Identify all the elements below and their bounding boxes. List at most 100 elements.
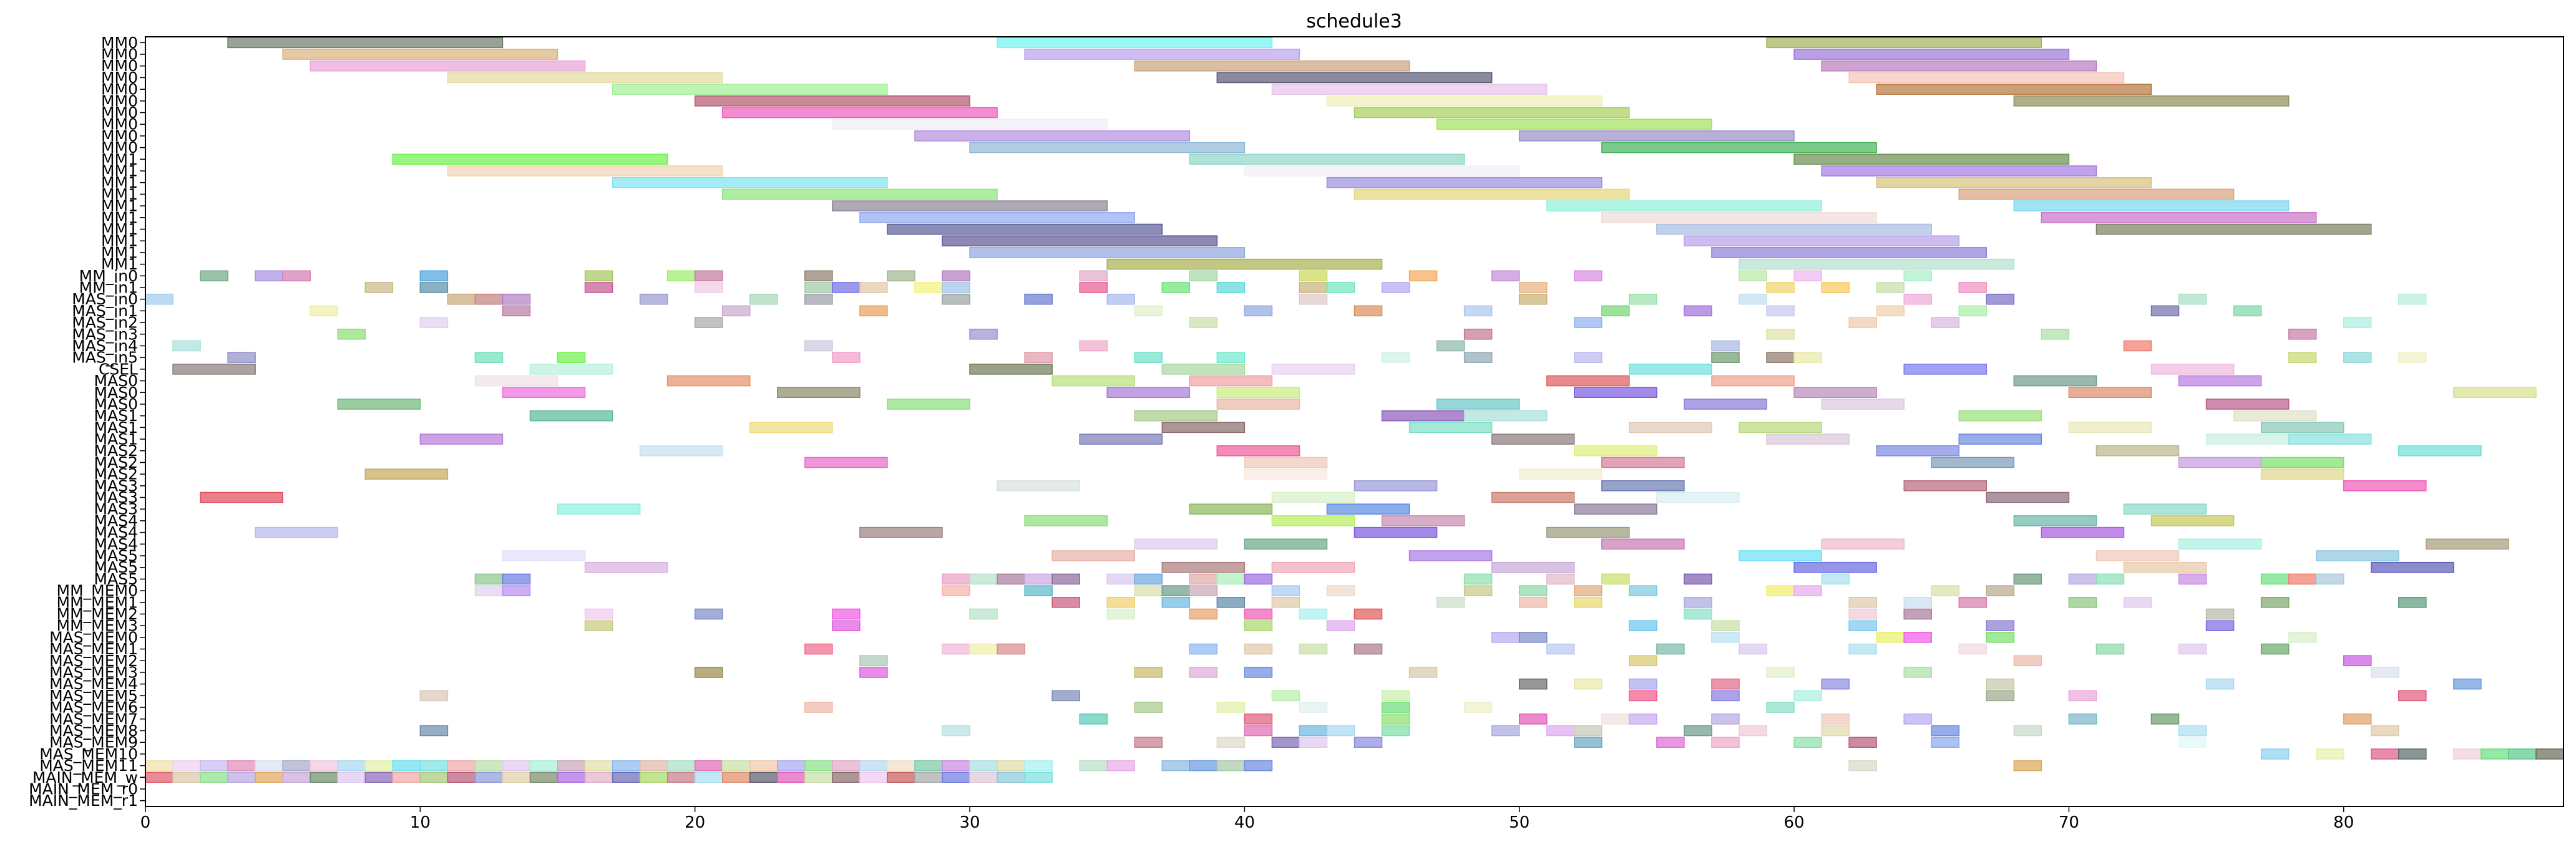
task-bar xyxy=(1381,690,1410,702)
task-bar xyxy=(584,760,613,772)
y-tick-label: MAS_MEM6 xyxy=(49,699,138,717)
y-tick-label: MAIN_MEM_r0 xyxy=(29,780,138,798)
task-bar xyxy=(804,760,833,772)
task-bar xyxy=(1161,597,1191,608)
task-bar xyxy=(1491,491,1575,503)
task-bar xyxy=(1326,282,1355,293)
y-tick-label: MAS2 xyxy=(94,453,138,472)
y-tick-label: MAS_MEM1 xyxy=(49,640,138,658)
task-bar xyxy=(1518,678,1548,690)
task-bar xyxy=(1271,597,1300,608)
task-bar xyxy=(145,760,173,772)
task-bar xyxy=(1079,340,1108,352)
task-bar xyxy=(502,293,531,305)
task-bar xyxy=(997,643,1025,655)
y-tick-label: MM1 xyxy=(101,220,138,238)
task-bar xyxy=(502,387,586,399)
task-bar xyxy=(1024,772,1053,783)
task-bar xyxy=(694,772,723,783)
task-bar xyxy=(694,270,723,282)
task-bar xyxy=(1354,643,1383,655)
y-tick-label: MM0 xyxy=(101,127,138,145)
task-bar xyxy=(1326,620,1355,631)
task-bar xyxy=(1134,585,1163,596)
task-bar xyxy=(1903,713,1932,725)
task-bar xyxy=(1711,690,1740,702)
task-bar xyxy=(1629,713,1657,725)
y-tick-label: MM_MEM3 xyxy=(57,617,138,635)
task-bar xyxy=(969,364,1053,375)
y-tick-label: MM1 xyxy=(101,150,138,168)
task-bar xyxy=(1463,585,1493,596)
task-bar xyxy=(529,772,559,783)
task-bar xyxy=(969,142,1246,153)
task-bar xyxy=(2205,399,2290,410)
task-bar xyxy=(887,772,915,783)
y-tick-label: MAS2 xyxy=(94,442,138,460)
task-bar xyxy=(1189,667,1218,678)
task-bar xyxy=(997,573,1025,585)
task-bar xyxy=(2233,410,2317,422)
task-bar xyxy=(447,165,723,177)
task-bar xyxy=(474,573,504,585)
task-bar xyxy=(2013,375,2097,387)
y-tick-label: MAS_MEM11 xyxy=(39,757,138,775)
y-tick-label: MM_MEM2 xyxy=(57,605,138,623)
plot-frame xyxy=(145,36,2564,807)
task-bar xyxy=(1601,457,1685,468)
task-bar xyxy=(832,119,1108,130)
task-bar xyxy=(1601,142,1877,153)
task-bar xyxy=(584,608,613,620)
task-bar xyxy=(2150,305,2180,317)
task-bar xyxy=(1024,293,1053,305)
x-tick-labels: 0 10 20 30 40 50 60 70 80 xyxy=(140,806,2354,832)
y-tick-label: MAS2 xyxy=(94,465,138,483)
task-bar xyxy=(997,37,1273,49)
task-bar xyxy=(1848,72,2125,84)
task-bar xyxy=(1766,282,1795,293)
task-bar xyxy=(969,328,998,340)
task-bar xyxy=(1024,49,1300,60)
task-bar xyxy=(804,643,833,655)
task-bar xyxy=(887,223,1163,235)
task-bar xyxy=(1189,760,1218,772)
task-bar xyxy=(1739,550,1822,561)
task-bar xyxy=(2178,725,2207,737)
y-tick-labels: MM0MM0MM0MM0MM0MM0MM0MM0MM0MM0MM1MM1MM1M… xyxy=(29,34,145,810)
task-bar xyxy=(1684,608,1712,620)
y-tick-label: MAS_MEM0 xyxy=(49,628,138,646)
task-bar xyxy=(557,503,641,515)
task-bar xyxy=(666,760,696,772)
task-bar xyxy=(1436,597,1465,608)
task-bar xyxy=(1739,422,1822,433)
task-bar xyxy=(2013,655,2042,667)
task-bar xyxy=(1271,84,1548,95)
task-bar xyxy=(1821,713,1850,725)
task-bar xyxy=(721,107,998,119)
y-tick-label: MAS_MEM7 xyxy=(49,710,138,728)
task-bar xyxy=(364,772,394,783)
task-bar xyxy=(2398,748,2427,760)
task-bar xyxy=(2343,352,2372,363)
task-bar xyxy=(2013,515,2097,526)
task-bar xyxy=(2013,725,2042,737)
y-tick-label: MAS0 xyxy=(94,372,138,390)
task-bar xyxy=(200,491,283,503)
y-tick-label: MAS0 xyxy=(94,384,138,402)
task-bar xyxy=(804,457,888,468)
task-bar xyxy=(1848,597,1877,608)
task-bar xyxy=(1491,270,1520,282)
task-bar xyxy=(1244,643,1273,655)
task-bar xyxy=(1684,305,1712,317)
task-bar xyxy=(447,772,476,783)
task-bar xyxy=(721,188,998,200)
task-bar xyxy=(1326,585,1355,596)
task-bar xyxy=(914,772,943,783)
task-bar xyxy=(1216,597,1246,608)
task-bar xyxy=(1766,667,1795,678)
task-bar xyxy=(1903,597,1932,608)
task-bar xyxy=(1986,293,2015,305)
task-bar xyxy=(1134,410,1218,422)
task-bar xyxy=(502,760,531,772)
